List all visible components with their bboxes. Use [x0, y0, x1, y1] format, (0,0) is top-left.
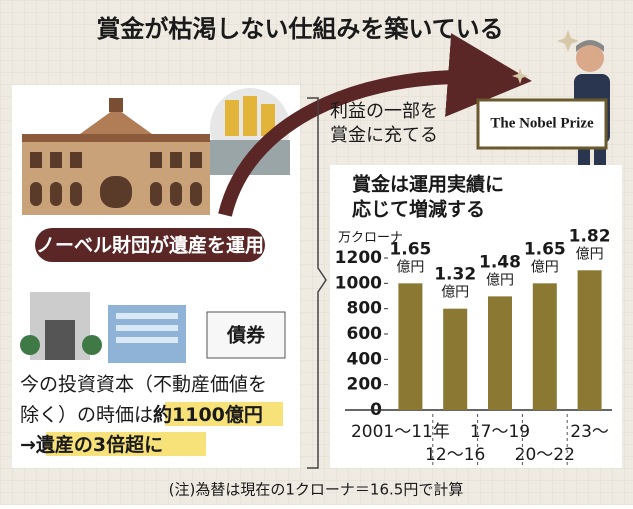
sign-text: The Nobel Prize	[490, 115, 594, 131]
body-text-bold: →	[20, 434, 36, 456]
highlight	[165, 402, 283, 426]
body-text: →遺産の3倍超に	[20, 433, 163, 456]
chart-title: 賞金は運用実績に	[352, 173, 504, 196]
arrow-caption: 利益の一部を	[330, 101, 438, 122]
bar	[443, 308, 468, 410]
chart-title: 応じて増減する	[352, 198, 485, 221]
value-label: 1.65 億円	[524, 239, 566, 275]
y-axis-label: 万クローナ	[338, 231, 403, 246]
bond-label: 債券	[226, 324, 266, 347]
museum-illustration	[22, 98, 210, 215]
value-label: 1.32 億円	[434, 265, 476, 301]
chart-panel	[330, 165, 622, 468]
title: 賞金が枯渇しない仕組みを築いている	[96, 15, 503, 43]
value-label-unit: 億円	[441, 285, 469, 301]
body-text: 今の投資資本（不動産価値を	[20, 374, 267, 396]
bar	[398, 283, 423, 410]
y-tick-label: 600	[347, 324, 383, 344]
arrow-caption: 賞金に充てる	[330, 125, 438, 146]
banner: ノーベル財団が遺産を運用	[36, 234, 264, 257]
x-tick-label: 2001～11年	[351, 422, 450, 442]
bar	[577, 270, 602, 410]
body-text-bold: 約1100億円	[153, 403, 263, 426]
highlight	[46, 432, 206, 456]
value-label-number: 1.65	[389, 239, 431, 259]
note: (注)為替は現在の1クローナ＝16.5円で計算	[169, 481, 464, 499]
bar	[488, 296, 512, 410]
y-tick-label: 200	[347, 375, 383, 395]
x-tick-label: 17～19	[470, 422, 530, 442]
bar	[532, 283, 557, 410]
value-label-unit: 億円	[486, 272, 514, 288]
body-text: 除く）の時価は	[20, 404, 153, 426]
x-tick-label: 23～	[570, 422, 609, 442]
body-text: 除く）の時価は約1100億円	[20, 403, 263, 426]
banner-bg	[35, 228, 265, 262]
bracket	[307, 97, 327, 469]
value-label: 1.48 億円	[479, 252, 521, 288]
y-tick-label: 1200	[335, 248, 382, 268]
value-label: 1.82 億円	[569, 226, 611, 262]
value-label-unit: 億円	[576, 246, 604, 262]
y-tick-label: 800	[347, 299, 383, 319]
x-tick-label: 12～16	[425, 445, 485, 465]
y-tick-label: 400	[347, 349, 383, 369]
x-tick-label: 20～22	[515, 445, 575, 465]
arrow	[218, 33, 532, 217]
value-label-number: 1.48	[479, 252, 521, 272]
value-label-number: 1.82	[569, 226, 611, 246]
value-label-number: 1.32	[434, 265, 476, 285]
value-label-unit: 億円	[396, 259, 424, 275]
buildings-illustration	[20, 292, 286, 363]
value-label-unit: 億円	[531, 259, 559, 275]
body-text-bold: 遺産の3倍超に	[36, 433, 163, 456]
value-label-number: 1.65	[524, 239, 566, 259]
sign-board	[476, 98, 608, 150]
y-tick-label: 1000	[335, 273, 382, 293]
value-label: 1.65 億円	[389, 239, 431, 275]
